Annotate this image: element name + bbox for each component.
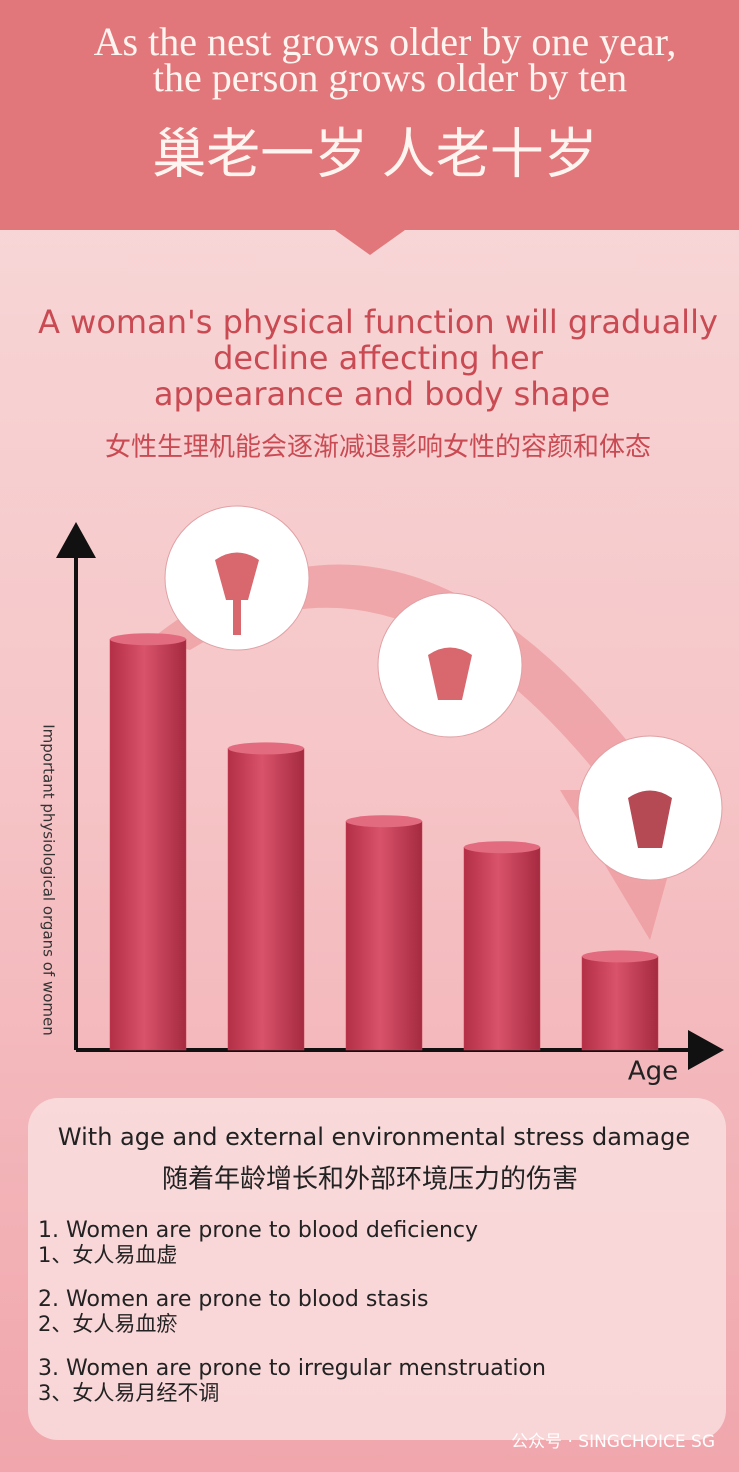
watermark: 公众号 · SINGCHOICE SG [511, 1432, 715, 1452]
intro-text: decline affecting her [213, 339, 544, 377]
info-item-cn: 3、女人易月经不调 [38, 1381, 219, 1405]
x-axis-arrow [688, 1030, 724, 1070]
header-notch [335, 230, 405, 255]
info-box [28, 1098, 726, 1440]
organ-shape [628, 790, 672, 848]
bar-top [110, 633, 186, 646]
info-heading-cn: 随着年龄增长和外部环境压力的伤害 [162, 1165, 578, 1195]
intro-text: appearance and body shape [154, 375, 610, 413]
organ-icons [164, 505, 723, 881]
header-title-cn: 巢老一岁 人老十岁 [152, 124, 598, 184]
info-list: 1. Women are prone to blood deficiency1、… [38, 1218, 546, 1405]
bar [581, 956, 659, 1051]
info-item-cn: 1、女人易血虚 [38, 1243, 177, 1267]
bar-top [346, 815, 422, 828]
bar [109, 638, 187, 1051]
x-axis-label: Age [628, 1057, 678, 1087]
organ-shape [428, 647, 472, 700]
header-title-en: As the nest grows older by one year, [94, 19, 677, 64]
chart: Important physiological organs of women … [40, 522, 724, 1087]
y-axis-label: Important physiological organs of women [40, 724, 58, 1036]
bar-top [582, 950, 658, 963]
info-item: 2. Women are prone to blood stasis [38, 1287, 428, 1312]
info-item: 3. Women are prone to irregular menstrua… [38, 1356, 546, 1381]
info-item-cn: 2、女人易血瘀 [38, 1312, 177, 1336]
intro-text-cn: 女性生理机能会逐渐减退影响女性的容颜和体态 [105, 433, 651, 463]
info-item: 1. Women are prone to blood deficiency [38, 1218, 478, 1243]
bar-top [228, 742, 304, 755]
info-heading: With age and external environmental stre… [58, 1123, 690, 1151]
header-band [0, 0, 739, 230]
bar [227, 748, 305, 1051]
header-title-en: the person grows older by ten [153, 55, 627, 100]
y-axis-arrow [56, 522, 96, 558]
organ-shape [215, 552, 259, 635]
intro-text: A woman's physical function will gradual… [38, 303, 718, 341]
bar-top [464, 841, 540, 854]
decline-arrow [150, 564, 700, 940]
bar [345, 820, 423, 1051]
bar [463, 846, 541, 1051]
